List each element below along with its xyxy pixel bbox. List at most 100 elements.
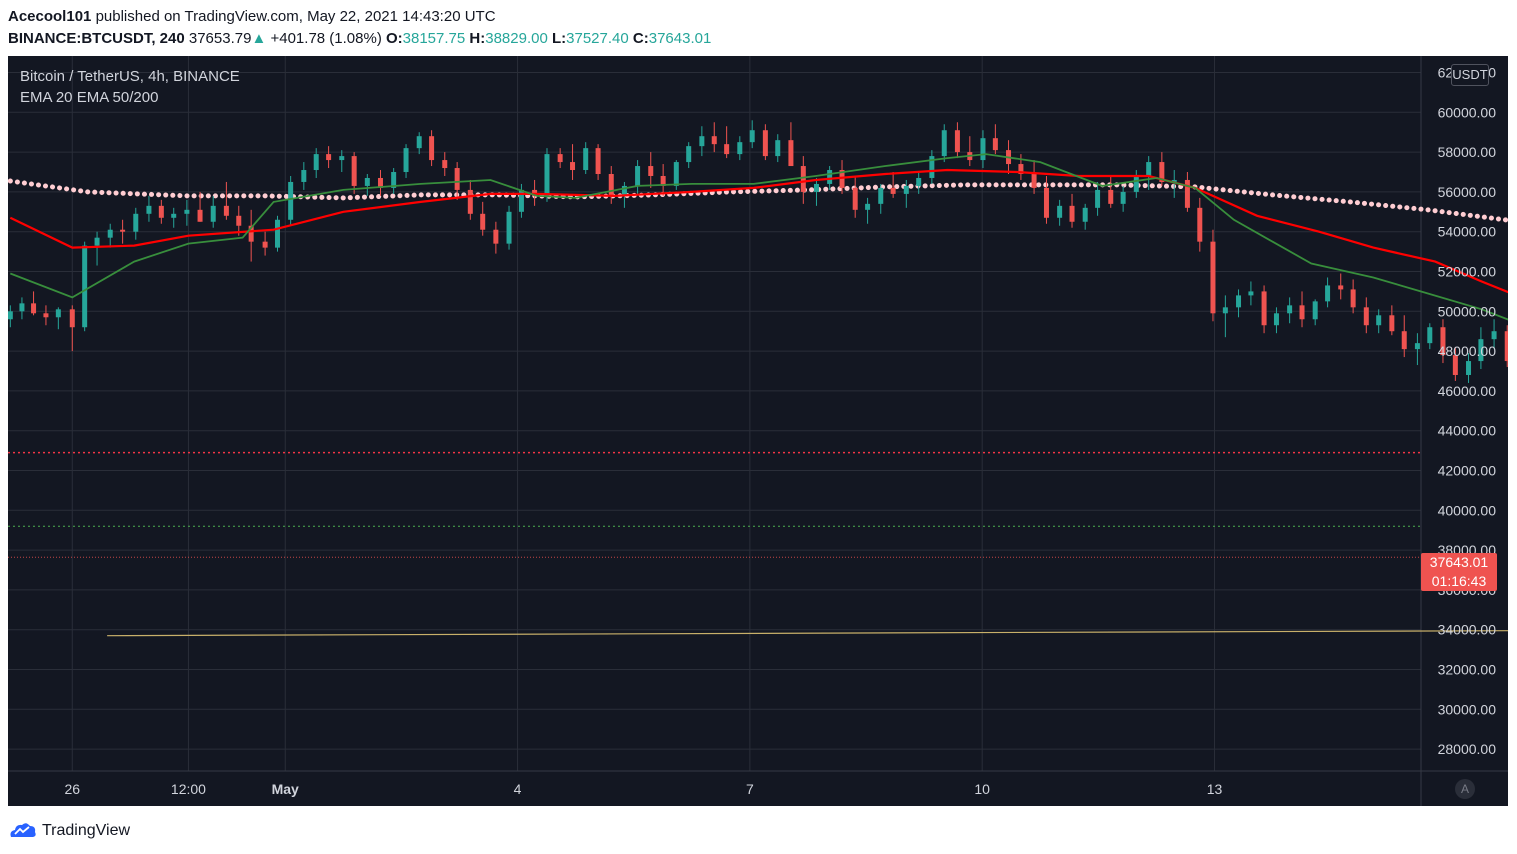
candle-body: [1414, 343, 1420, 350]
candle-body: [608, 174, 614, 196]
candle-body: [442, 160, 448, 169]
high-value: 38829.00: [485, 30, 548, 47]
candle: [1210, 229, 1216, 322]
candle: [1325, 277, 1331, 308]
price-tick-label: 32000.00: [1438, 662, 1497, 678]
candle: [262, 231, 268, 256]
candle: [1491, 319, 1497, 350]
candle: [980, 130, 986, 169]
price-change: +401.78 (1.08%): [270, 30, 382, 47]
candle: [55, 307, 61, 330]
auto-scale-button[interactable]: A: [1455, 779, 1475, 799]
price-tick-label: 30000.00: [1438, 701, 1497, 717]
currency-unit-button[interactable]: USDT: [1451, 64, 1489, 86]
candle-body: [158, 205, 164, 218]
candle-body: [941, 130, 947, 157]
candle-body: [480, 213, 486, 230]
time-tick-label: 10: [974, 781, 990, 797]
candle-body: [1287, 305, 1293, 314]
candle: [813, 177, 819, 206]
candle-body: [1210, 241, 1216, 314]
candle-body: [8, 311, 13, 320]
time-tick-label: 12:00: [171, 781, 206, 797]
candle: [210, 195, 216, 228]
bar-countdown: 01:16:43: [1431, 573, 1487, 589]
candle: [391, 168, 397, 194]
candle-body: [210, 205, 216, 222]
candle: [737, 136, 743, 161]
candle: [1478, 327, 1484, 370]
ema-20-line: [9, 153, 1508, 321]
candle: [1504, 325, 1508, 368]
price-tick-label: 40000.00: [1438, 502, 1497, 518]
candle: [648, 152, 654, 188]
candle-body: [391, 172, 397, 188]
symbol-label: BINANCE:BTCUSDT, 240: [8, 30, 185, 47]
candle-body: [107, 229, 113, 238]
candle: [82, 241, 88, 332]
candle-body: [1491, 331, 1497, 340]
candle-body: [1095, 189, 1101, 208]
candle: [518, 183, 524, 218]
close-value: 37643.01: [648, 30, 712, 47]
candle: [635, 160, 641, 194]
legend-indicators[interactable]: EMA 20 EMA 50/200: [20, 89, 159, 106]
candle-body: [1478, 339, 1484, 362]
candle-body: [1338, 285, 1344, 290]
candle-body: [1440, 327, 1446, 356]
low-label: L:: [551, 30, 567, 47]
candle-body: [762, 130, 768, 157]
candle-body: [1082, 207, 1088, 222]
candle-body: [1171, 179, 1177, 182]
candle-body: [171, 213, 177, 218]
price-tick-label: 28000.00: [1438, 741, 1497, 757]
candle-body: [813, 183, 819, 192]
candle-body: [903, 185, 909, 194]
legend-symbol[interactable]: Bitcoin / TetherUS, 4h, BINANCE: [20, 68, 240, 85]
candle: [570, 144, 576, 180]
price-tick-label: 54000.00: [1438, 224, 1497, 240]
close-label: C:: [632, 30, 649, 47]
candle: [403, 144, 409, 178]
candle: [1069, 193, 1075, 228]
candle-body: [223, 205, 229, 216]
candle: [775, 134, 781, 163]
price-chart[interactable]: 28000.0030000.0032000.0034000.0036000.00…: [8, 56, 1508, 806]
candle: [351, 152, 357, 194]
candle: [416, 132, 422, 155]
candle-body: [69, 309, 75, 328]
candle-body: [1133, 175, 1139, 192]
candle: [711, 122, 717, 153]
time-tick-label: 4: [514, 781, 522, 797]
candle: [1363, 297, 1369, 334]
candle: [890, 172, 896, 198]
candle: [878, 183, 884, 214]
candle: [171, 207, 177, 228]
brand-name[interactable]: TradingView: [42, 822, 131, 839]
candle-body: [403, 148, 409, 173]
candle: [197, 191, 203, 222]
candle-body: [1504, 331, 1508, 362]
candle-body: [954, 130, 960, 153]
candle-body: [364, 177, 370, 186]
candle: [852, 175, 858, 218]
candle: [1222, 295, 1228, 338]
candle: [107, 223, 113, 248]
candle: [1376, 309, 1382, 334]
candle: [19, 297, 25, 320]
candle-body: [429, 136, 435, 161]
symbol-line: BINANCE:BTCUSDT, 240 37653.79▲ +401.78 (…: [8, 30, 711, 47]
chart-panel[interactable]: 28000.0030000.0032000.0034000.0036000.00…: [8, 56, 1508, 806]
candle-body: [94, 237, 100, 246]
up-arrow-icon: ▲: [251, 30, 267, 47]
price-tick-label: 42000.00: [1438, 463, 1497, 479]
candle: [1236, 289, 1242, 318]
candle: [1338, 273, 1344, 300]
candle-body: [1043, 187, 1049, 218]
candle: [686, 142, 692, 169]
candle-body: [749, 130, 755, 143]
candle: [43, 305, 49, 326]
candle-body: [878, 187, 884, 204]
last-price: 37653.79: [188, 30, 252, 47]
author-name[interactable]: Acecool101: [8, 8, 92, 25]
